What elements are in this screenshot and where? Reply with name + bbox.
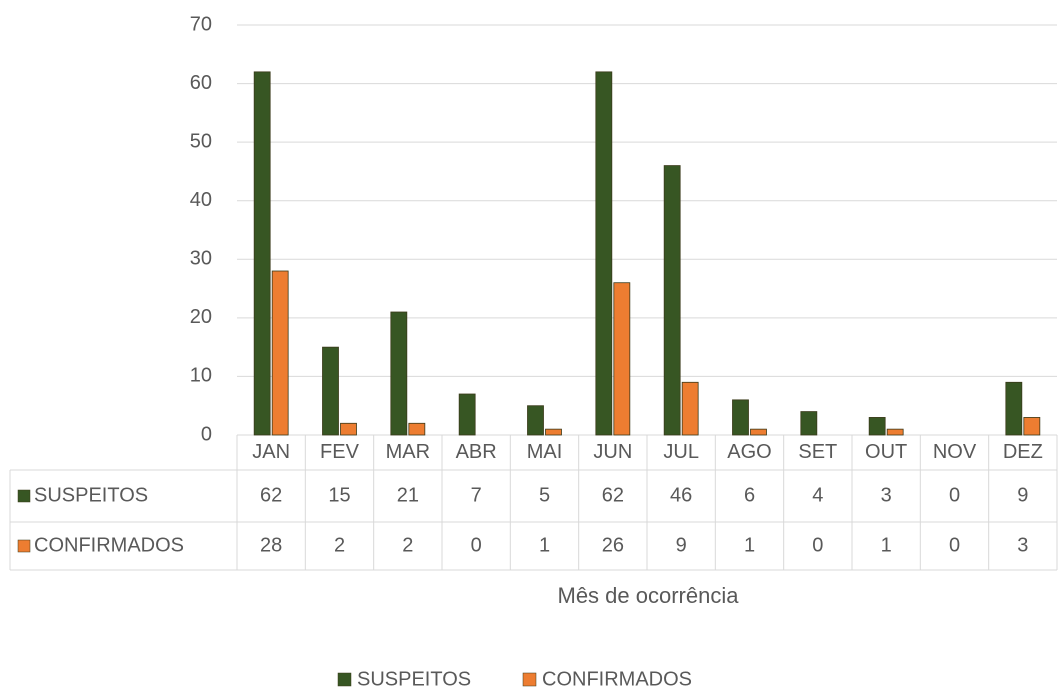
table-value: 62 xyxy=(602,484,624,506)
x-tick-label: MAR xyxy=(386,441,430,463)
table-value: 1 xyxy=(539,534,550,556)
bar xyxy=(868,417,886,436)
y-tick-label: 70 xyxy=(190,13,212,35)
y-tick-label: 40 xyxy=(190,189,212,211)
y-tick-label: 60 xyxy=(190,72,212,94)
x-tick-label: ABR xyxy=(456,441,497,463)
legend-key xyxy=(522,672,537,687)
table-value: 46 xyxy=(670,484,692,506)
bar xyxy=(340,422,357,436)
table-value: 1 xyxy=(744,534,755,556)
x-tick-label: JAN xyxy=(252,441,290,463)
bar xyxy=(408,422,426,436)
table-value: 21 xyxy=(397,484,419,506)
bar xyxy=(390,311,408,436)
bar xyxy=(732,399,749,436)
table-value: 1 xyxy=(881,534,892,556)
table-value: 0 xyxy=(471,534,482,556)
x-axis-title: Mês de ocorrência xyxy=(558,583,740,608)
table-value: 5 xyxy=(539,484,550,506)
bar xyxy=(1005,381,1023,436)
x-tick-label: MAI xyxy=(527,441,563,463)
table-value: 3 xyxy=(1017,534,1028,556)
x-tick-label: NOV xyxy=(933,441,977,463)
table-value: 2 xyxy=(402,534,413,556)
table-value: 3 xyxy=(881,484,892,506)
x-tick-label: OUT xyxy=(865,441,907,463)
bar xyxy=(1023,417,1041,436)
bar xyxy=(458,393,476,436)
x-tick-label: JUL xyxy=(663,441,699,463)
table-legend-key xyxy=(17,539,31,553)
table-value: 7 xyxy=(471,484,482,506)
table-value: 0 xyxy=(949,534,960,556)
bar xyxy=(681,381,699,436)
y-tick-label: 30 xyxy=(190,248,212,270)
y-tick-label: 0 xyxy=(201,423,212,445)
y-tick-label: 20 xyxy=(190,306,212,328)
bar xyxy=(545,428,562,436)
bar xyxy=(663,165,681,436)
x-tick-label: SET xyxy=(798,441,837,463)
table-value: 0 xyxy=(812,534,823,556)
x-tick-label: JUN xyxy=(593,441,632,463)
legend-key xyxy=(337,672,352,687)
table-value: 28 xyxy=(260,534,282,556)
table-value: 9 xyxy=(1017,484,1028,506)
table-value: 15 xyxy=(328,484,350,506)
y-tick-label: 50 xyxy=(190,130,212,152)
bar xyxy=(527,405,544,436)
legend-label: SUSPEITOS xyxy=(357,668,471,690)
table-value: 26 xyxy=(602,534,624,556)
y-tick-label: 10 xyxy=(190,365,212,387)
x-tick-label: FEV xyxy=(320,441,360,463)
x-tick-label: DEZ xyxy=(1003,441,1043,463)
table-value: 4 xyxy=(812,484,823,506)
bar xyxy=(271,270,289,436)
table-value: 0 xyxy=(949,484,960,506)
bar xyxy=(886,428,904,436)
table-value: 9 xyxy=(676,534,687,556)
bar xyxy=(595,71,613,436)
x-tick-label: AGO xyxy=(727,441,771,463)
table-value: 6 xyxy=(744,484,755,506)
table-value: 2 xyxy=(334,534,345,556)
legend-label: CONFIRMADOS xyxy=(542,668,692,690)
table-value: 62 xyxy=(260,484,282,506)
table-row-label: CONFIRMADOS xyxy=(34,534,184,556)
bar xyxy=(322,346,339,436)
bar xyxy=(750,428,767,436)
table-row-label: SUSPEITOS xyxy=(34,484,148,506)
bar xyxy=(800,411,818,436)
bar xyxy=(613,282,631,436)
table-legend-key xyxy=(17,489,31,503)
bar xyxy=(253,71,271,436)
